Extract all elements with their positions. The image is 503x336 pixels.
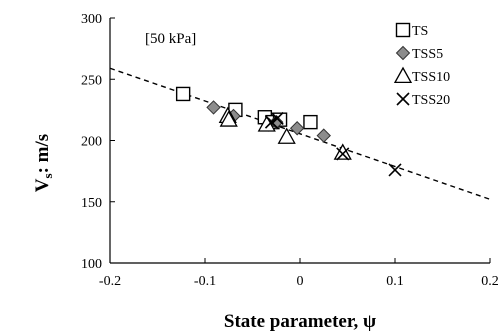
x-stroke	[264, 115, 279, 129]
x-tick-label: 0.1	[386, 274, 404, 289]
data-point-tss20	[336, 147, 350, 161]
y-tick-label: 200	[81, 135, 102, 150]
legend-label: TSS5	[412, 47, 443, 62]
data-point-ts	[303, 114, 318, 130]
square-shape	[175, 86, 191, 102]
data-point-tss5	[316, 128, 331, 143]
diamond-shape	[395, 45, 411, 61]
data-point-ts	[175, 86, 191, 102]
legend-marker-ts	[395, 22, 411, 38]
legend-marker-tss5	[395, 45, 411, 61]
y-tick-label: 100	[81, 257, 102, 272]
y-axis-label: Vs: m/s	[32, 134, 55, 192]
square-shape	[303, 114, 318, 130]
x-stroke	[396, 92, 410, 106]
plot-layer: 100 150 200 250 300 -0.2 -0.1 0 0.1 0.2	[81, 12, 499, 289]
diamond-shape	[269, 114, 284, 130]
data-point-tss20	[264, 115, 279, 129]
legend: TS TSS5 TSS10 TSS20	[393, 22, 450, 108]
legend-marker-tss20	[396, 92, 410, 106]
triangle-shape	[219, 110, 238, 127]
x-tick-label: -0.2	[99, 274, 121, 289]
x-stroke	[270, 111, 284, 126]
x-tick-label: 0.2	[481, 274, 499, 289]
chart-annotation: [50 kPa]	[145, 31, 196, 47]
triangle-shape	[277, 127, 296, 144]
y-tick-label: 300	[81, 12, 102, 27]
data-point-tss5	[206, 100, 221, 115]
legend-label: TSS20	[412, 93, 450, 108]
x-tick-label: -0.1	[194, 274, 216, 289]
y-tick-label: 150	[81, 196, 102, 211]
x-stroke	[336, 147, 350, 161]
triangle-shape	[333, 143, 352, 160]
diamond-shape	[206, 100, 221, 115]
legend-label: TSS10	[412, 70, 450, 85]
x-stroke	[388, 163, 402, 177]
data-point-tss10	[333, 143, 352, 160]
trend-line	[109, 67, 491, 200]
legend-marker-tss10	[393, 66, 413, 84]
data-point-tss10	[277, 127, 296, 144]
diamond-shape	[289, 121, 305, 136]
data-point-tss5	[289, 121, 305, 136]
legend-label: TS	[412, 24, 428, 39]
x-tick-label: 0	[297, 274, 304, 289]
data-point-tss20	[388, 163, 402, 177]
triangle-shape	[393, 66, 413, 84]
data-point-tss20	[270, 111, 284, 126]
y-tick-label: 250	[81, 73, 102, 88]
data-point-tss10	[219, 110, 238, 127]
x-axis-label: State parameter, ψ	[224, 311, 376, 332]
square-shape	[395, 22, 411, 38]
diamond-shape	[316, 128, 331, 143]
data-point-tss5	[269, 114, 284, 130]
